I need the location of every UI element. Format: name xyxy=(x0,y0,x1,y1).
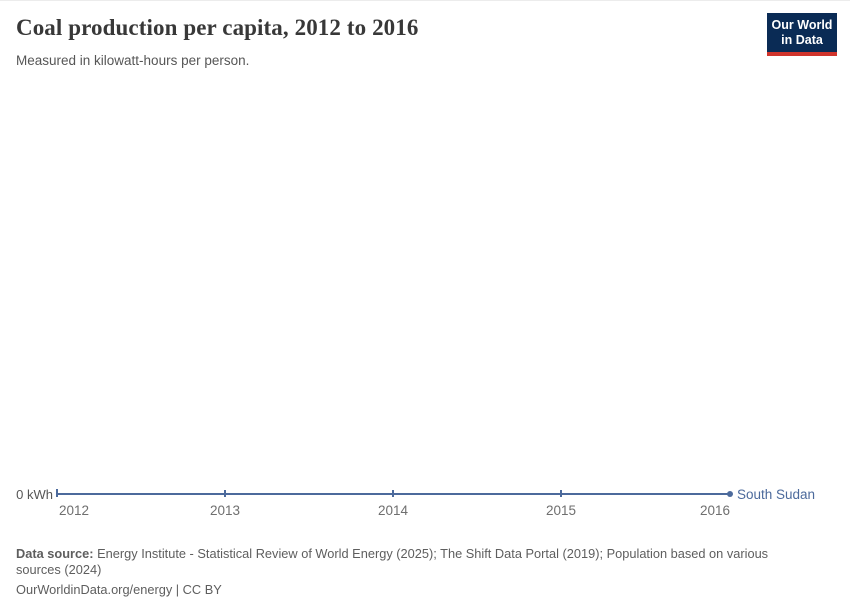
page-title: Coal production per capita, 2012 to 2016 xyxy=(16,15,419,40)
x-axis-tick-label-2014: 2014 xyxy=(377,503,409,518)
axis-tick-2012 xyxy=(56,489,58,497)
x-axis-tick-label-2016: 2016 xyxy=(699,503,731,518)
x-axis-tick-label-2015: 2015 xyxy=(545,503,577,518)
footer-datasource-text: Energy Institute - Statistical Review of… xyxy=(16,545,769,578)
x-axis-tick-label-2012: 2012 xyxy=(58,503,90,518)
series-endpoint-dot xyxy=(727,491,733,497)
series-label-south-sudan[interactable]: South Sudan xyxy=(737,487,816,502)
page-subtitle: Measured in kilowatt-hours per person. xyxy=(16,53,250,68)
footer-license: OurWorldinData.org/energy | CC BY xyxy=(16,581,222,597)
y-axis-tick-label: 0 kWh xyxy=(16,487,53,502)
axis-tick-2013 xyxy=(224,490,226,497)
owid-logo-line2: in Data xyxy=(781,32,823,47)
x-axis-tick-label-2013: 2013 xyxy=(209,503,241,518)
axis-tick-2015 xyxy=(560,490,562,497)
footer-datasource: Data source: Energy Institute - Statisti… xyxy=(16,546,816,579)
owid-logo-line1: Our World xyxy=(771,17,833,32)
footer-datasource-label: Data source: xyxy=(16,545,94,561)
owid-logo[interactable]: Our World in Data xyxy=(767,13,837,56)
axis-tick-2014 xyxy=(392,490,394,497)
